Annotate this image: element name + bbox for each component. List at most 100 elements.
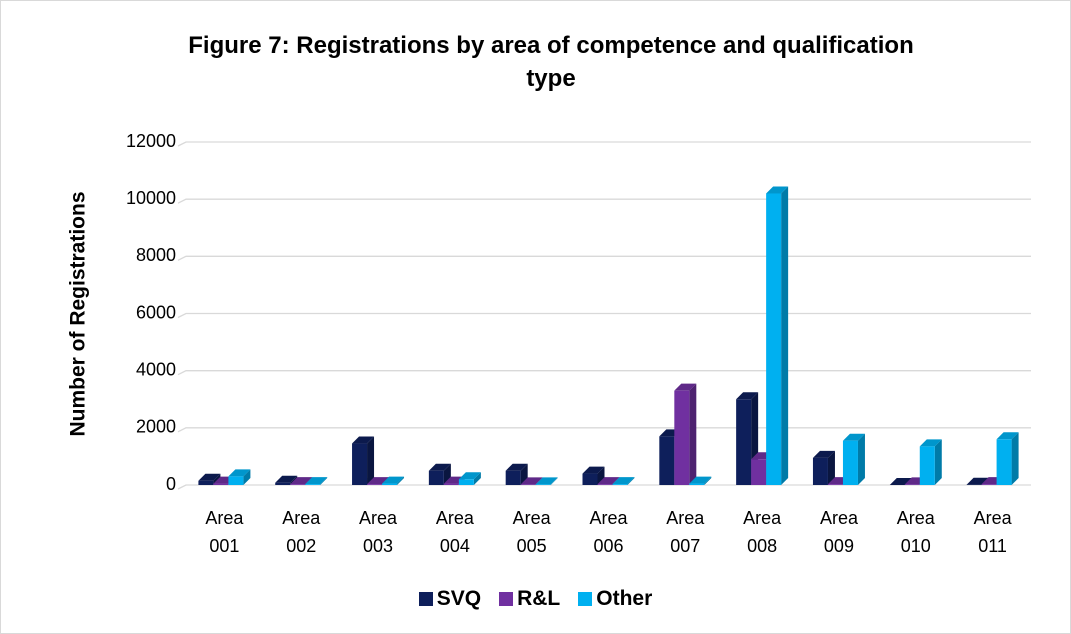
grid-line <box>177 427 1031 433</box>
bar-top <box>458 472 481 480</box>
bar-side <box>320 477 328 485</box>
bar-side <box>550 477 558 485</box>
bar <box>904 484 920 485</box>
y-tick-label: 6000 <box>136 302 176 322</box>
x-tick-label: Area 010 <box>896 508 935 556</box>
bar-side <box>857 433 865 485</box>
bar-top <box>919 439 942 447</box>
x-tick-label: Area 005 <box>512 508 551 556</box>
grid-line <box>177 484 1031 490</box>
bar-side <box>827 450 835 485</box>
legend-item: SVQ <box>418 587 482 611</box>
bar <box>674 390 690 485</box>
grid-line <box>177 312 1031 319</box>
bar-top <box>290 477 313 485</box>
x-tick-label: Area 002 <box>282 508 321 556</box>
bar-top <box>674 383 697 391</box>
bar <box>659 436 675 485</box>
grid-line <box>177 370 1031 376</box>
bar-side <box>689 383 697 485</box>
bar <box>766 193 782 485</box>
bar-top <box>382 476 405 484</box>
bar-top <box>228 469 251 477</box>
bar <box>535 484 551 485</box>
y-tick-label: 8000 <box>136 245 176 265</box>
chart-title: Figure 7: Registrations by area of compe… <box>188 32 914 92</box>
legend-label: SVQ <box>436 587 482 610</box>
legend-label: Other <box>596 587 653 610</box>
bar <box>842 440 858 485</box>
bar <box>996 439 1012 485</box>
legend-swatch <box>418 592 433 606</box>
bar <box>582 473 598 485</box>
y-tick-label: 0 <box>166 474 176 494</box>
x-tick-label: Area 003 <box>359 508 398 556</box>
bar-top <box>689 476 712 484</box>
legend-swatch <box>499 592 514 606</box>
bar <box>198 480 214 485</box>
bar <box>290 484 306 485</box>
grid-line <box>177 255 1031 261</box>
bar <box>981 484 997 485</box>
bar-top <box>582 466 605 474</box>
legend: SVQ R&L Other <box>1 587 1070 611</box>
bar-top <box>428 463 451 471</box>
bar-top <box>505 463 528 471</box>
x-tick-label: Area 008 <box>743 508 782 556</box>
bar <box>597 484 613 485</box>
x-tick-label: Area 006 <box>589 508 628 556</box>
bar <box>612 484 628 485</box>
y-tick-label: 12000 <box>126 131 176 151</box>
x-tick-label: Area 004 <box>435 508 474 556</box>
bar-top <box>198 473 221 481</box>
bar-top <box>275 475 298 483</box>
bar <box>520 484 536 485</box>
bar-top <box>305 477 328 485</box>
bar-side <box>243 469 251 485</box>
bar-side <box>597 466 605 485</box>
bar <box>505 470 521 485</box>
bar-top <box>597 477 620 485</box>
bar <box>428 470 444 485</box>
bar-side <box>473 472 481 485</box>
bar <box>275 482 291 485</box>
bar-top <box>996 432 1019 440</box>
bar <box>352 443 368 485</box>
bar-side <box>704 476 712 485</box>
bar <box>751 459 767 485</box>
grid-line <box>177 141 1031 147</box>
legend-item: R&L <box>499 587 560 611</box>
bar <box>736 399 752 485</box>
bar-top <box>612 477 635 485</box>
bar <box>689 483 705 485</box>
bar-side <box>627 477 635 485</box>
bar-side <box>934 439 942 485</box>
grid-line <box>177 198 1031 204</box>
bar-side <box>397 476 405 485</box>
bar-top <box>520 477 543 485</box>
bar-top <box>766 186 789 194</box>
bar-top <box>535 477 558 485</box>
x-tick-label: Area 001 <box>205 508 244 556</box>
y-tick-label: 4000 <box>136 359 176 379</box>
bar <box>458 479 474 485</box>
legend-item: Other <box>578 587 652 611</box>
bar <box>367 484 383 485</box>
y-tick-label: 10000 <box>126 188 176 208</box>
bar-side <box>781 186 789 485</box>
bar-top <box>352 436 375 444</box>
bar <box>443 483 459 485</box>
legend-swatch <box>578 592 593 606</box>
bar <box>382 483 398 485</box>
bar <box>919 446 935 485</box>
bar <box>228 476 244 485</box>
bar-side <box>1011 432 1019 485</box>
x-tick-label: Area 011 <box>973 508 1012 556</box>
x-tick-label: Area 009 <box>819 508 858 556</box>
bar <box>213 483 229 485</box>
y-axis-label: Number of Registrations <box>67 191 90 436</box>
y-tick-label: 2000 <box>136 417 176 437</box>
bar <box>305 484 321 485</box>
